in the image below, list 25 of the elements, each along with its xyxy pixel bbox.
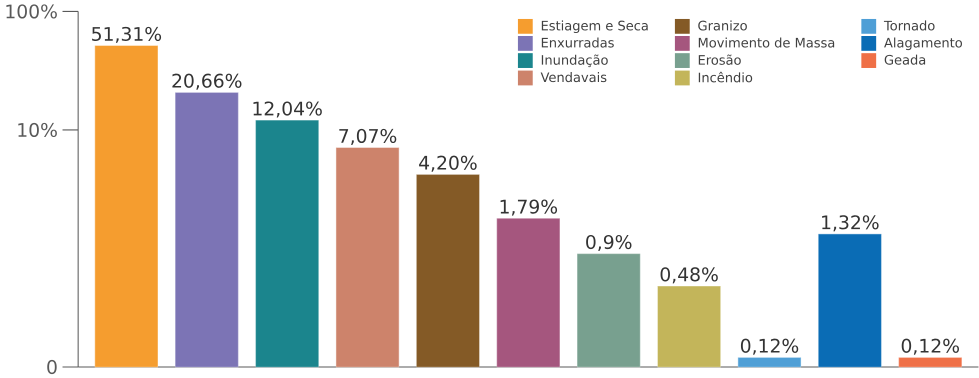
legend-label: Enxurradas	[542, 37, 614, 48]
data-label: 4,20%	[419, 155, 477, 172]
legend-label: Erosão	[698, 54, 741, 65]
data-label: 7,07%	[339, 128, 396, 145]
legend-label: Inundação	[542, 54, 608, 67]
data-label: 1,32%	[822, 215, 879, 232]
legend-label: Geada	[884, 54, 926, 65]
legend-label: Alagamento	[884, 37, 962, 50]
legend-label: Vendavais	[540, 72, 606, 82]
legend-label: Movimento de Massa	[698, 37, 834, 48]
data-label: 0,48%	[660, 267, 718, 284]
data-label: 0,9%	[586, 234, 632, 251]
legend-label: Granizo	[698, 20, 747, 30]
legend-label: Tornado	[884, 20, 935, 30]
data-label: 1,79%	[500, 199, 558, 216]
legend-label: Incêndio	[698, 72, 752, 82]
data-label: 51,31%	[92, 26, 162, 43]
data-label: 0,12%	[902, 338, 959, 355]
data-label: 20,66%	[172, 73, 242, 90]
y-tick-label: 0	[47, 360, 57, 374]
legend-label: Estiagem e Seca	[542, 20, 648, 33]
data-label: 0,12%	[740, 338, 798, 355]
data-label: 12,04%	[253, 101, 322, 118]
y-tick-label: 10%	[18, 122, 57, 137]
y-tick-label: 100%	[6, 4, 57, 18]
